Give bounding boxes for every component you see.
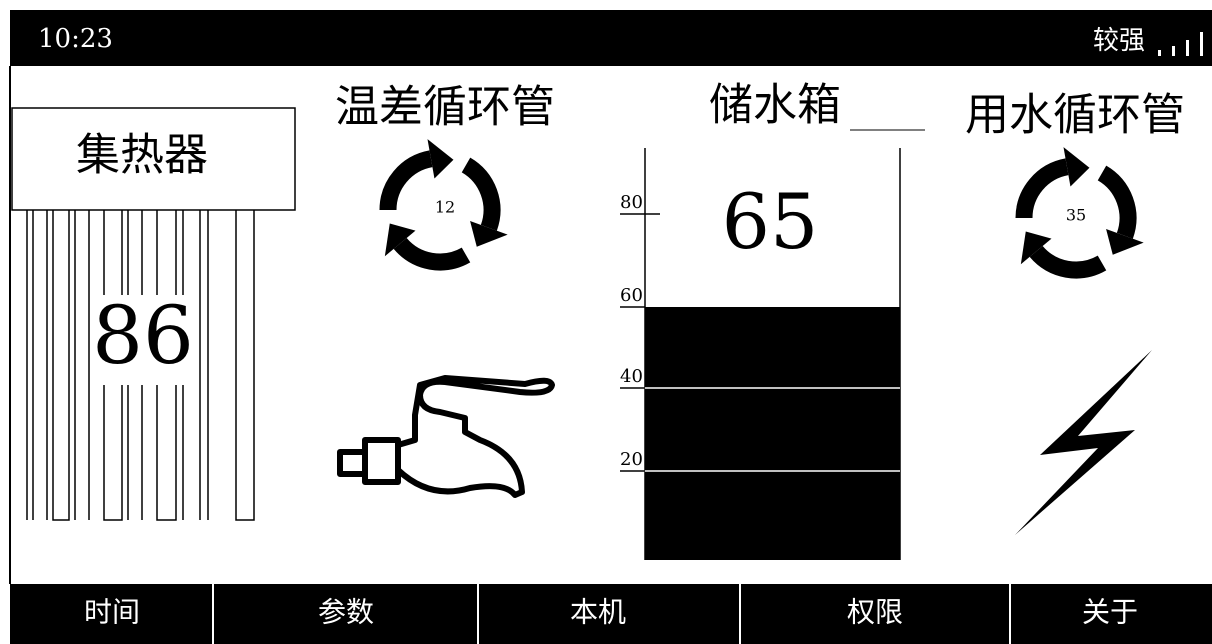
signal-icon [1158, 32, 1203, 56]
arrow-arc [1097, 165, 1137, 239]
temp-diff-value: 12 [435, 198, 455, 217]
arrow-head [427, 139, 454, 179]
arrow-head [1063, 147, 1090, 187]
clock: 10:23 [38, 24, 113, 54]
tank-label: 储水箱 [709, 80, 841, 131]
temp-diff-label: 温差循环管 [335, 82, 555, 133]
nav-dividers [212, 584, 1011, 644]
nav-bar [10, 584, 1212, 644]
collector-value-bg [95, 295, 195, 385]
usage-pipe-value: 35 [1066, 206, 1086, 225]
tank-fill [645, 307, 900, 560]
usage-pipe-label: 用水循环管 [965, 90, 1185, 141]
tank-value: 65 [722, 177, 819, 266]
collector-value: 86 [92, 289, 194, 382]
signal-label: 较强 [1093, 26, 1145, 56]
tank-scale-label: 20 [620, 449, 643, 470]
arrow-head [470, 220, 508, 247]
nav-tab[interactable]: 关于 [1082, 596, 1138, 629]
arrow-arc [1015, 158, 1069, 219]
collector-label: 集热器 [76, 130, 208, 181]
arrow-head [1106, 228, 1144, 255]
nav-tab[interactable]: 权限 [847, 596, 903, 629]
nav-tab[interactable]: 参数 [318, 596, 374, 629]
recycle-icon [379, 139, 508, 271]
recycle-icon [1015, 147, 1144, 279]
collector-box [11, 107, 296, 211]
arrow-head [1020, 231, 1052, 265]
tank-scale-label: 40 [620, 366, 643, 387]
arrow-arc [1029, 245, 1107, 279]
tank-lines [620, 213, 900, 472]
status-bar [10, 10, 1212, 66]
arrow-head [384, 223, 416, 257]
arrow-arc [379, 150, 433, 211]
nav-tab[interactable]: 本机 [570, 596, 626, 629]
faucet-icon [337, 375, 555, 498]
tank-scale-label: 60 [620, 285, 643, 306]
power-icon [1015, 350, 1152, 535]
arrow-arc [393, 237, 471, 271]
nav-tab[interactable]: 时间 [84, 596, 140, 629]
arrow-arc [461, 157, 501, 231]
tank-scale-label: 80 [620, 192, 643, 213]
